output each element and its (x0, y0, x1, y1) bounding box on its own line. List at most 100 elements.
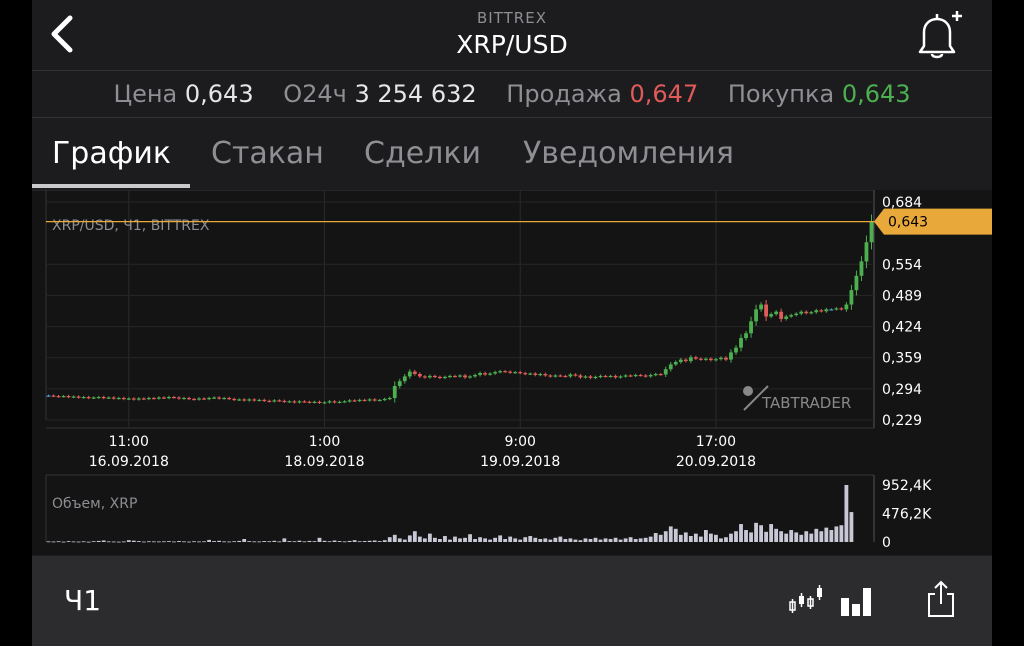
volume-bar (543, 538, 548, 542)
candle-body (633, 374, 638, 377)
candle-body (719, 357, 723, 360)
tab-trades[interactable]: Сделки (364, 136, 481, 171)
candle-body (71, 396, 76, 398)
candle-body (508, 371, 513, 373)
volume-bar (357, 541, 362, 543)
candle-body (754, 309, 758, 322)
candle-body (56, 396, 61, 398)
candle-body (307, 401, 312, 403)
volume-bar (774, 528, 779, 542)
volume-bar (267, 541, 272, 543)
volume-bar (638, 538, 643, 542)
volume-bar (167, 541, 171, 542)
candle-body (287, 401, 292, 403)
candlestick-chart[interactable]: XRP/USD, Ч1, BITTREX Объем, XRP TABTRADE… (32, 190, 992, 555)
volume-bar (448, 539, 452, 542)
candle-body (141, 398, 146, 400)
volume-bar (46, 541, 51, 543)
tab-chart[interactable]: График (52, 136, 171, 171)
volume-bars-icon[interactable] (840, 584, 874, 616)
volume-bar (814, 528, 819, 542)
candlestick-icon[interactable] (786, 582, 826, 618)
candle-body (709, 358, 713, 361)
candle-body (478, 373, 482, 375)
y-tick-label: 0,554 (882, 257, 922, 273)
volume-bar (829, 530, 834, 542)
candle-body (558, 375, 563, 377)
volume-bar (292, 541, 297, 543)
volume-bar (533, 537, 538, 542)
volume-bar (126, 540, 131, 542)
candle-body (839, 308, 844, 310)
volume-bar (593, 537, 598, 542)
volume-bar (367, 540, 372, 542)
candle-body (252, 399, 257, 401)
candle-body (653, 374, 658, 376)
candle-body (668, 364, 673, 370)
volume-bar (588, 539, 593, 542)
volume-bar (417, 536, 422, 542)
volume-bar (734, 531, 738, 542)
candle-body (382, 398, 387, 401)
volume-bar (598, 539, 603, 542)
volume-bar (668, 526, 673, 542)
chart-area[interactable]: XRP/USD, Ч1, BITTREX Объем, XRP TABTRADE… (32, 190, 992, 555)
volume-bar (518, 539, 523, 542)
share-icon[interactable] (925, 578, 957, 620)
candle-body (834, 308, 839, 310)
x-tick-time: 17:00 (696, 434, 736, 450)
volume-bar (578, 540, 583, 542)
tab-alerts[interactable]: Уведомления (523, 136, 734, 171)
candle-body (352, 400, 357, 402)
candle-body (688, 357, 693, 362)
volume-bar (794, 532, 799, 542)
volume-bar (402, 539, 407, 542)
add-alert-bell-icon[interactable] (910, 8, 964, 62)
candle-body (46, 395, 51, 397)
candle-body (402, 376, 407, 382)
candle-body (648, 374, 653, 377)
candle-body (608, 375, 613, 378)
volume-bar (779, 531, 784, 542)
candle-body (207, 397, 211, 400)
candle-body (673, 362, 678, 365)
interval-selector[interactable]: Ч1 (64, 584, 102, 617)
candle-body (638, 374, 643, 377)
candle-body (703, 358, 708, 360)
candle-body (377, 399, 382, 402)
volume-bar (764, 531, 769, 542)
x-tick-time: 11:00 (109, 434, 149, 450)
volume-bar (422, 538, 427, 542)
candle-body (643, 375, 648, 377)
tab-order-book[interactable]: Стакан (211, 136, 324, 171)
candle-body (598, 375, 603, 378)
candle-body (628, 375, 633, 377)
candle-body (663, 369, 668, 375)
volume-bar (789, 530, 794, 542)
volume-bar (513, 538, 518, 542)
back-chevron-icon[interactable] (46, 14, 80, 54)
x-tick-time: 9:00 (504, 434, 535, 450)
volume-bar (81, 541, 86, 543)
x-tick-date: 19.09.2018 (480, 454, 560, 470)
candle-body (453, 375, 457, 378)
candle-body (177, 397, 181, 399)
volume-bar (719, 538, 723, 542)
x-tick-time: 1:00 (309, 434, 340, 450)
volume-bar (839, 525, 844, 542)
volume-bar (678, 534, 683, 542)
price-label: Цена (113, 80, 178, 108)
volume-bar (317, 537, 322, 542)
candle-body (749, 321, 753, 334)
volume-bar (759, 525, 763, 542)
candle-body (182, 397, 186, 400)
volume-bar (227, 541, 232, 543)
candle-body (568, 374, 573, 377)
y-tick-label: 0,489 (882, 288, 922, 304)
candle-body (503, 371, 508, 373)
volume-bar (272, 540, 277, 542)
volume-bar (86, 541, 91, 543)
volume-bar (548, 539, 553, 542)
volume-bar (804, 531, 809, 542)
candle-body (533, 373, 538, 375)
